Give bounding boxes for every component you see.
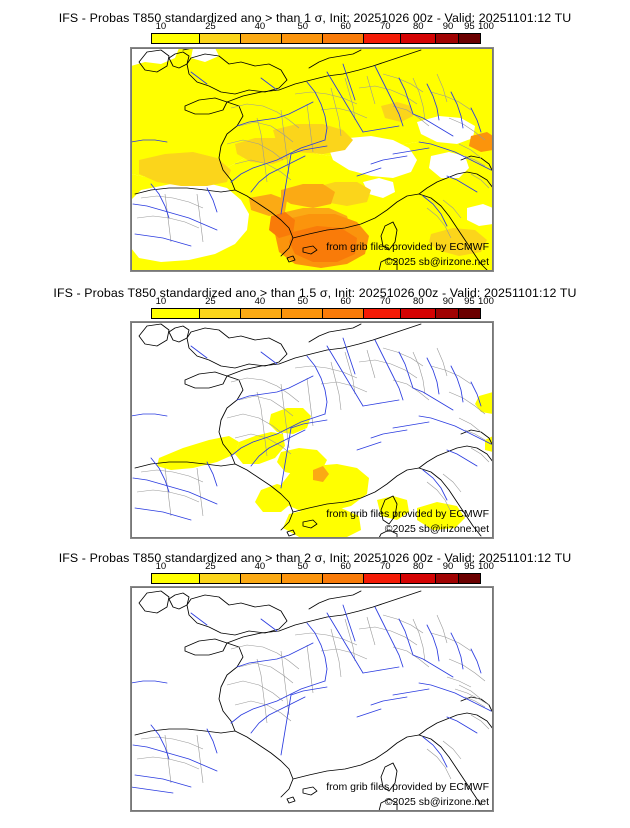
colorbar-tick-90: 90	[442, 296, 454, 307]
colorbar-tick-25: 25	[205, 296, 216, 307]
map-attribution-copyright-1: ©2025 sb@irizone.net	[384, 256, 489, 268]
colorbar-tick-labels: 10 25 40 50 60 70 80 90 95 100	[151, 296, 494, 308]
colorbar-seg-10-25	[152, 34, 200, 43]
colorbar-tick-100: 100	[478, 561, 494, 572]
colorbar-seg-40-50	[240, 34, 282, 43]
map-2sigma[interactable]: from grib files provided by ECMWF ©2025 …	[130, 586, 494, 812]
colorbar-gradient	[151, 33, 481, 44]
colorbar-seg-90-95	[435, 574, 459, 583]
colorbar-tick-70: 70	[380, 296, 391, 307]
map-attribution-copyright-2: ©2025 sb@irizone.net	[384, 523, 489, 535]
colorbar-tick-100: 100	[478, 21, 494, 32]
colorbar-seg-40-50	[240, 309, 282, 318]
colorbar-seg-95-100	[458, 309, 480, 318]
forecast-panel-1sigma: IFS - Probas T850 standardized ano > tha…	[0, 0, 630, 278]
colorbar-tick-80: 80	[413, 561, 424, 572]
colorbar-tick-10: 10	[155, 21, 167, 32]
colorbar-tick-60: 60	[340, 21, 351, 32]
colorbar-seg-50-60	[281, 34, 323, 43]
colorbar-seg-40-50	[240, 574, 282, 583]
colorbar-2sigma: 10 25 40 50 60 70 80 90 95 100	[151, 561, 494, 584]
forecast-panel-2sigma: IFS - Probas T850 standardized ano > tha…	[0, 543, 630, 828]
colorbar-gradient	[151, 308, 481, 319]
panel-title-2sigma: IFS - Probas T850 standardized ano > tha…	[0, 551, 630, 565]
colorbar-seg-10-25	[152, 309, 200, 318]
colorbar-tick-50: 50	[297, 21, 309, 32]
colorbar-seg-50-60	[281, 574, 323, 583]
map-attribution-source-3: from grib files provided by ECMWF	[326, 781, 489, 793]
colorbar-seg-90-95	[435, 309, 459, 318]
panel-title-1p5sigma: IFS - Probas T850 standardized ano > tha…	[0, 286, 630, 300]
map-canvas-1sigma	[131, 48, 493, 271]
colorbar-tick-40: 40	[254, 561, 266, 572]
colorbar-tick-10: 10	[155, 561, 167, 572]
colorbar-tick-80: 80	[413, 21, 424, 32]
colorbar-tick-40: 40	[254, 296, 266, 307]
colorbar-tick-10: 10	[155, 296, 167, 307]
colorbar-seg-70-80	[363, 309, 402, 318]
colorbar-tick-labels: 10 25 40 50 60 70 80 90 95 100	[151, 21, 494, 33]
colorbar-tick-90: 90	[442, 561, 454, 572]
colorbar-seg-50-60	[281, 309, 323, 318]
colorbar-seg-80-90	[401, 309, 436, 318]
colorbar-seg-60-70	[322, 34, 364, 43]
colorbar-tick-70: 70	[380, 561, 391, 572]
colorbar-seg-95-100	[458, 574, 480, 583]
colorbar-tick-100: 100	[478, 296, 494, 307]
map-canvas-2sigma	[131, 587, 493, 811]
forecast-panel-1p5sigma: IFS - Probas T850 standardized ano > tha…	[0, 278, 630, 543]
map-1p5sigma[interactable]: from grib files provided by ECMWF ©2025 …	[130, 321, 494, 539]
colorbar-tick-80: 80	[413, 296, 424, 307]
colorbar-seg-80-90	[401, 574, 436, 583]
colorbar-seg-70-80	[363, 34, 402, 43]
colorbar-seg-70-80	[363, 574, 402, 583]
colorbar-tick-95: 95	[464, 296, 475, 307]
map-1sigma[interactable]: from grib files provided by ECMWF ©2025 …	[130, 47, 494, 272]
map-attribution-source-2: from grib files provided by ECMWF	[326, 508, 489, 520]
colorbar-gradient	[151, 573, 481, 584]
colorbar-seg-60-70	[322, 309, 364, 318]
colorbar-tick-40: 40	[254, 21, 266, 32]
colorbar-tick-50: 50	[297, 296, 309, 307]
panel-title-text: IFS - Probas T850 standardized ano > tha…	[53, 286, 577, 300]
colorbar-tick-95: 95	[464, 561, 475, 572]
colorbar-1p5sigma: 10 25 40 50 60 70 80 90 95 100	[151, 296, 494, 319]
panel-title-text: IFS - Probas T850 standardized ano > tha…	[58, 11, 572, 25]
colorbar-tick-25: 25	[205, 21, 216, 32]
colorbar-seg-60-70	[322, 574, 364, 583]
map-attribution-copyright-3: ©2025 sb@irizone.net	[384, 796, 489, 808]
colorbar-tick-60: 60	[340, 296, 351, 307]
colorbar-tick-70: 70	[380, 21, 391, 32]
colorbar-tick-50: 50	[297, 561, 309, 572]
colorbar-tick-25: 25	[205, 561, 216, 572]
colorbar-1sigma: 10 25 40 50 60 70 80 90 95 100	[151, 21, 494, 44]
panel-title-1sigma: IFS - Probas T850 standardized ano > tha…	[0, 11, 630, 25]
colorbar-tick-95: 95	[464, 21, 475, 32]
colorbar-seg-90-95	[435, 34, 459, 43]
colorbar-seg-25-40	[199, 34, 241, 43]
colorbar-seg-25-40	[199, 309, 241, 318]
colorbar-tick-labels: 10 25 40 50 60 70 80 90 95 100	[151, 561, 494, 573]
map-canvas-1p5sigma	[131, 322, 493, 538]
colorbar-seg-10-25	[152, 574, 200, 583]
map-attribution-source-1: from grib files provided by ECMWF	[326, 241, 489, 253]
colorbar-seg-80-90	[401, 34, 436, 43]
colorbar-tick-90: 90	[442, 21, 454, 32]
panel-title-text: IFS - Probas T850 standardized ano > tha…	[58, 551, 572, 565]
colorbar-seg-25-40	[199, 574, 241, 583]
colorbar-seg-95-100	[458, 34, 480, 43]
colorbar-tick-60: 60	[340, 561, 351, 572]
